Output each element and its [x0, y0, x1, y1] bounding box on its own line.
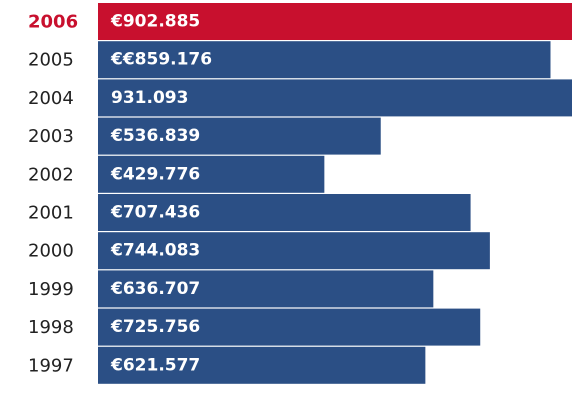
category-label: 2001: [28, 203, 74, 224]
value-label: €707.436: [110, 203, 200, 223]
bar: [98, 41, 551, 79]
category-label: 2003: [28, 126, 74, 147]
category-label: 2000: [28, 241, 74, 262]
category-label: 2006: [28, 12, 78, 33]
bar: [98, 155, 325, 193]
category-label: 2002: [28, 164, 74, 185]
value-label: €636.707: [110, 279, 200, 299]
category-label: 2004: [28, 88, 74, 109]
bar: [98, 194, 471, 231]
value-label: €744.083: [110, 241, 200, 261]
value-label: €621.577: [110, 355, 200, 375]
bar: [98, 346, 426, 384]
category-label: 1998: [28, 317, 74, 338]
value-label: €725.756: [110, 317, 200, 337]
value-label: 931.093: [111, 88, 188, 108]
bar: [98, 308, 481, 346]
value-label: €€859.176: [110, 50, 212, 70]
bar: [98, 270, 434, 308]
bar: [98, 232, 490, 270]
category-label: 2005: [28, 50, 74, 71]
value-label: €429.776: [110, 164, 200, 184]
category-label: 1999: [28, 279, 74, 300]
value-label: €902.885: [110, 12, 200, 32]
value-label: €536.839: [110, 126, 200, 146]
bar: [98, 79, 572, 117]
category-label: 1997: [28, 355, 74, 376]
bar: [98, 117, 381, 155]
bar: [98, 3, 572, 40]
